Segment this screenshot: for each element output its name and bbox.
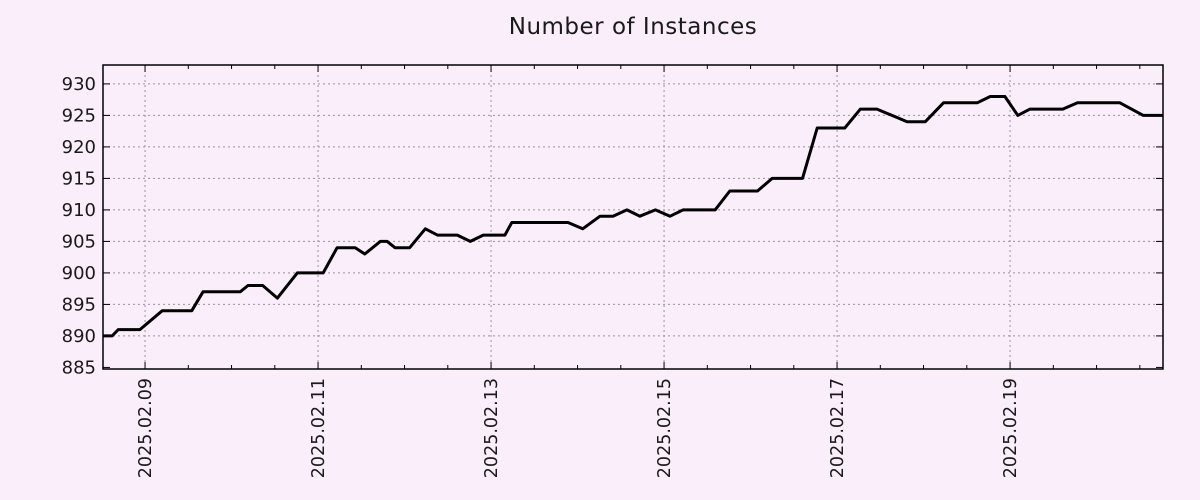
y-tick-label: 910 bbox=[62, 200, 96, 221]
x-tick-label: 2025.02.13 bbox=[482, 378, 502, 478]
y-tick-label: 925 bbox=[62, 105, 96, 126]
y-tick-label: 915 bbox=[62, 168, 96, 189]
x-tick-label: 2025.02.09 bbox=[136, 378, 156, 478]
series-line-instances bbox=[102, 95, 1164, 338]
y-tick-label: 920 bbox=[62, 137, 96, 158]
x-tick-label: 2025.02.19 bbox=[1001, 378, 1021, 478]
x-tick-label: 2025.02.11 bbox=[309, 378, 329, 478]
chart-title: Number of Instances bbox=[508, 14, 758, 40]
plot-border bbox=[102, 64, 1164, 370]
x-tick-label: 2025.02.15 bbox=[655, 378, 675, 478]
y-tick-label: 890 bbox=[62, 326, 96, 347]
y-tick-label: 895 bbox=[62, 294, 96, 315]
y-tick-label: 885 bbox=[62, 357, 96, 378]
x-tick-label: 2025.02.17 bbox=[828, 378, 848, 478]
y-tick-label: 905 bbox=[62, 231, 96, 252]
y-tick-label: 930 bbox=[62, 74, 96, 95]
y-tick-label: 900 bbox=[62, 263, 96, 284]
